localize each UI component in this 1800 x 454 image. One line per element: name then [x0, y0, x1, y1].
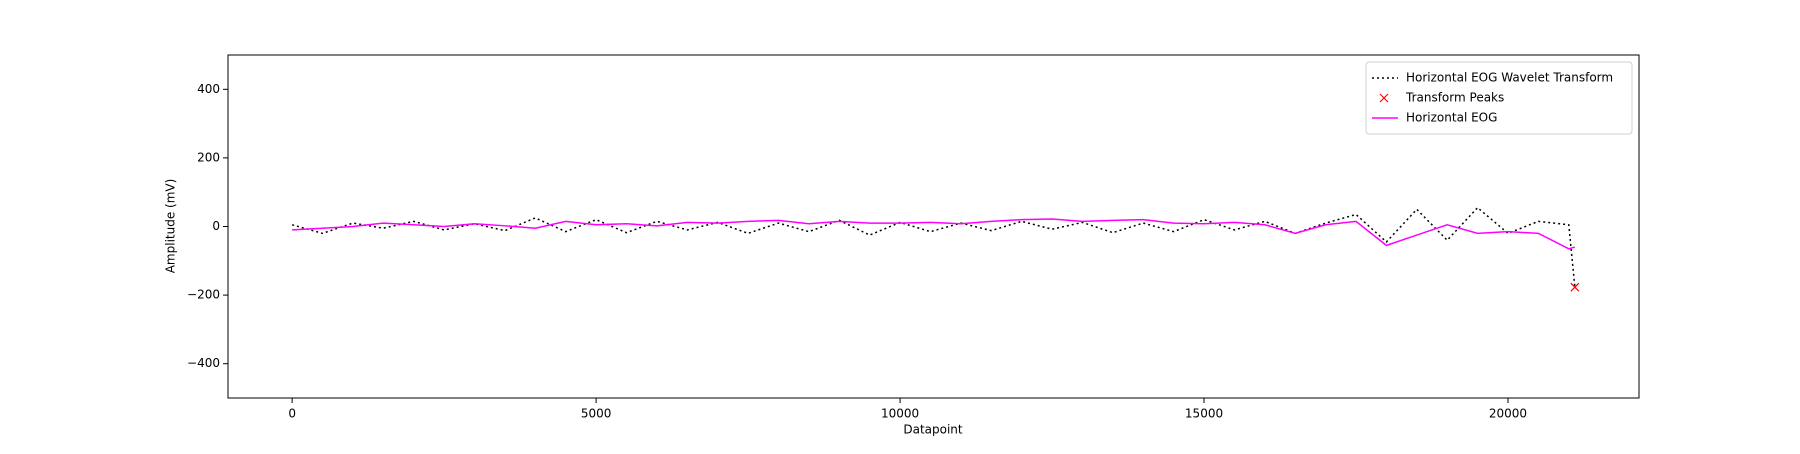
legend-label: Horizontal EOG — [1406, 111, 1497, 125]
x-axis-label: Datapoint — [903, 423, 963, 437]
legend-box — [1365, 61, 1633, 135]
x-tick-label: 20000 — [1489, 407, 1527, 421]
legend-marker — [1379, 93, 1389, 103]
series-line — [291, 206, 1576, 288]
x-tick-label: 10000 — [881, 407, 919, 421]
x-tick-label: 5000 — [581, 407, 612, 421]
y-tick-label: −200 — [187, 288, 220, 302]
y-tick-label: 400 — [197, 82, 220, 96]
y-axis-label: Amplitude (mV) — [164, 179, 178, 274]
plot-frame — [227, 54, 1640, 399]
x-tick-label: 15000 — [1185, 407, 1223, 421]
peak-marker — [1570, 282, 1580, 292]
series-line — [292, 218, 1576, 250]
y-tick-label: 0 — [212, 219, 220, 233]
legend-label: Horizontal EOG Wavelet Transform — [1406, 71, 1613, 85]
legend-label: Transform Peaks — [1405, 91, 1504, 105]
y-tick-label: 200 — [197, 150, 220, 164]
y-tick-label: −400 — [187, 356, 220, 370]
x-tick-label: 0 — [288, 407, 296, 421]
